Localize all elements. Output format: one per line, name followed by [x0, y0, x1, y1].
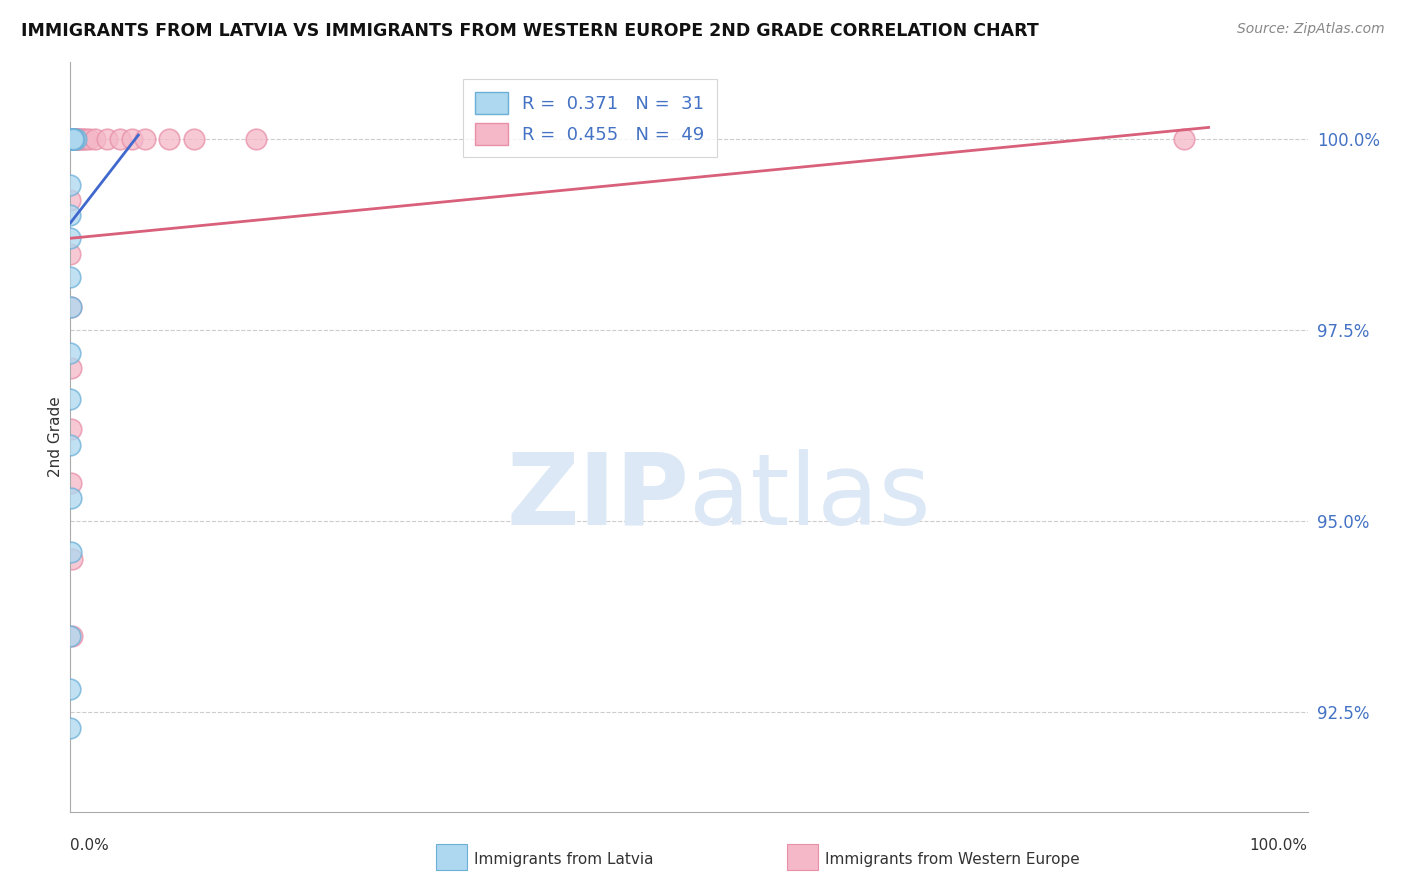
Point [59, 132, 82, 146]
Point [59, 193, 82, 207]
Point [60, 552, 83, 566]
Point [60, 629, 83, 643]
Point [62, 132, 84, 146]
Point [59, 132, 82, 146]
Point [59, 132, 82, 146]
Text: 0.0%: 0.0% [70, 838, 110, 854]
Text: 100.0%: 100.0% [1250, 838, 1308, 854]
Point [63, 132, 86, 146]
Point [60, 132, 83, 146]
Point [59, 132, 82, 146]
Point [60, 132, 83, 146]
Point [59, 132, 82, 146]
Point [59, 132, 82, 146]
Point [60, 132, 83, 146]
Point [65, 132, 87, 146]
Point [60, 132, 83, 146]
Point [59, 422, 82, 436]
Point [59, 300, 82, 314]
Point [59, 132, 82, 146]
Point [59, 346, 82, 360]
Point [157, 132, 180, 146]
Point [62, 132, 84, 146]
Point [75, 132, 97, 146]
Point [59, 132, 82, 146]
Text: Source: ZipAtlas.com: Source: ZipAtlas.com [1237, 22, 1385, 37]
Point [59, 132, 82, 146]
Point [59, 392, 82, 406]
Text: atlas: atlas [689, 449, 931, 546]
Point [59, 132, 82, 146]
Point [59, 132, 82, 146]
Point [60, 132, 83, 146]
Point [65, 132, 87, 146]
Point [66, 132, 89, 146]
Point [59, 246, 82, 260]
Text: Immigrants from Latvia: Immigrants from Latvia [474, 853, 654, 867]
Point [59, 132, 82, 146]
Point [59, 629, 82, 643]
Point [59, 132, 82, 146]
Text: Immigrants from Western Europe: Immigrants from Western Europe [825, 853, 1080, 867]
Point [65, 132, 87, 146]
Point [134, 132, 156, 146]
Text: IMMIGRANTS FROM LATVIA VS IMMIGRANTS FROM WESTERN EUROPE 2ND GRADE CORRELATION C: IMMIGRANTS FROM LATVIA VS IMMIGRANTS FRO… [21, 22, 1039, 40]
Point [59, 208, 82, 222]
Point [59, 721, 82, 735]
Point [59, 491, 82, 506]
Point [60, 132, 83, 146]
Point [59, 545, 82, 559]
Point [59, 132, 82, 146]
Point [245, 132, 267, 146]
Point [60, 132, 83, 146]
Point [63, 132, 86, 146]
Point [69, 132, 91, 146]
Point [59, 132, 82, 146]
Point [60, 132, 83, 146]
Point [62, 132, 84, 146]
Point [60, 132, 83, 146]
Point [59, 132, 82, 146]
Point [59, 178, 82, 192]
Point [1173, 132, 1195, 146]
Point [67, 132, 90, 146]
Point [183, 132, 205, 146]
Point [121, 132, 143, 146]
Point [96, 132, 118, 146]
Point [59, 132, 82, 146]
Point [59, 132, 82, 146]
Point [63, 132, 86, 146]
Point [59, 132, 82, 146]
Point [84, 132, 107, 146]
Point [59, 132, 82, 146]
Point [77, 132, 100, 146]
Point [60, 475, 83, 490]
Point [59, 231, 82, 245]
Point [59, 361, 82, 376]
Point [59, 132, 82, 146]
Point [72, 132, 94, 146]
Point [62, 132, 84, 146]
Point [59, 132, 82, 146]
Legend: R =  0.371   N =  31, R =  0.455   N =  49: R = 0.371 N = 31, R = 0.455 N = 49 [463, 79, 717, 157]
Point [59, 269, 82, 284]
Text: ZIP: ZIP [506, 449, 689, 546]
Point [108, 132, 131, 146]
Point [59, 300, 82, 314]
Point [60, 132, 83, 146]
Point [59, 682, 82, 697]
Point [59, 438, 82, 452]
Y-axis label: 2nd Grade: 2nd Grade [48, 397, 63, 477]
Point [59, 132, 82, 146]
Point [59, 132, 82, 146]
